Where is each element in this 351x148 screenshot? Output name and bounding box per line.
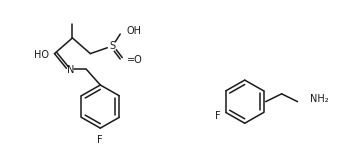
Text: NH₂: NH₂ bbox=[310, 94, 328, 104]
Text: HO: HO bbox=[33, 50, 48, 60]
Text: F: F bbox=[98, 135, 103, 145]
Text: =O: =O bbox=[127, 54, 143, 65]
Text: S: S bbox=[109, 41, 115, 51]
Text: N: N bbox=[67, 65, 74, 75]
Text: F: F bbox=[215, 111, 221, 121]
Text: OH: OH bbox=[126, 26, 141, 36]
